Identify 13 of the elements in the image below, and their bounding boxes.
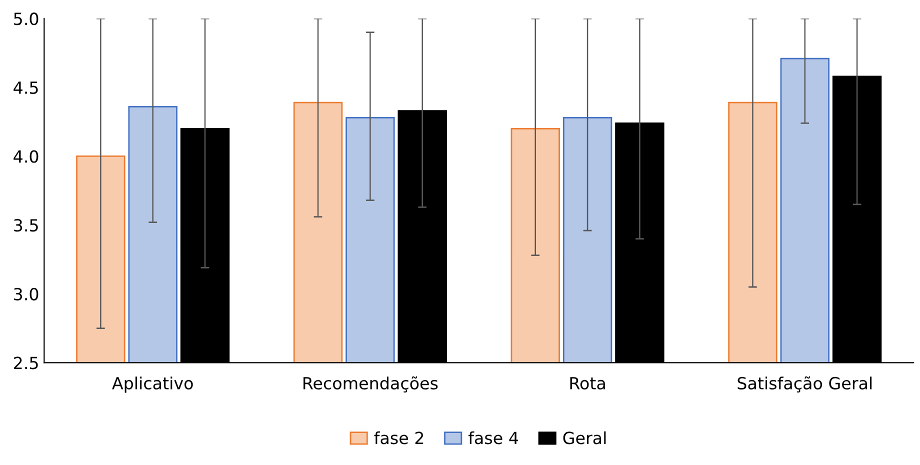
y-tick-label: 4.5 <box>14 82 38 94</box>
x-tick-label: Recomendações <box>304 376 438 392</box>
y-tick-label: 3.5 <box>14 219 38 232</box>
x-tick-label: Rota <box>570 377 605 390</box>
y-tick-label: 4.0 <box>14 150 38 163</box>
legend-label: Geral <box>563 431 606 444</box>
legend-label: fase 2 <box>374 431 424 444</box>
legend-label: fase 4 <box>468 431 518 444</box>
y-tick-label: 3.0 <box>14 288 38 300</box>
y-tick-label: 5.0 <box>14 12 38 26</box>
y-tick-label: 2.5 <box>14 356 38 370</box>
x-tick-label: Satisfação Geral <box>738 376 872 392</box>
x-tick-label: Aplicativo <box>112 376 193 393</box>
